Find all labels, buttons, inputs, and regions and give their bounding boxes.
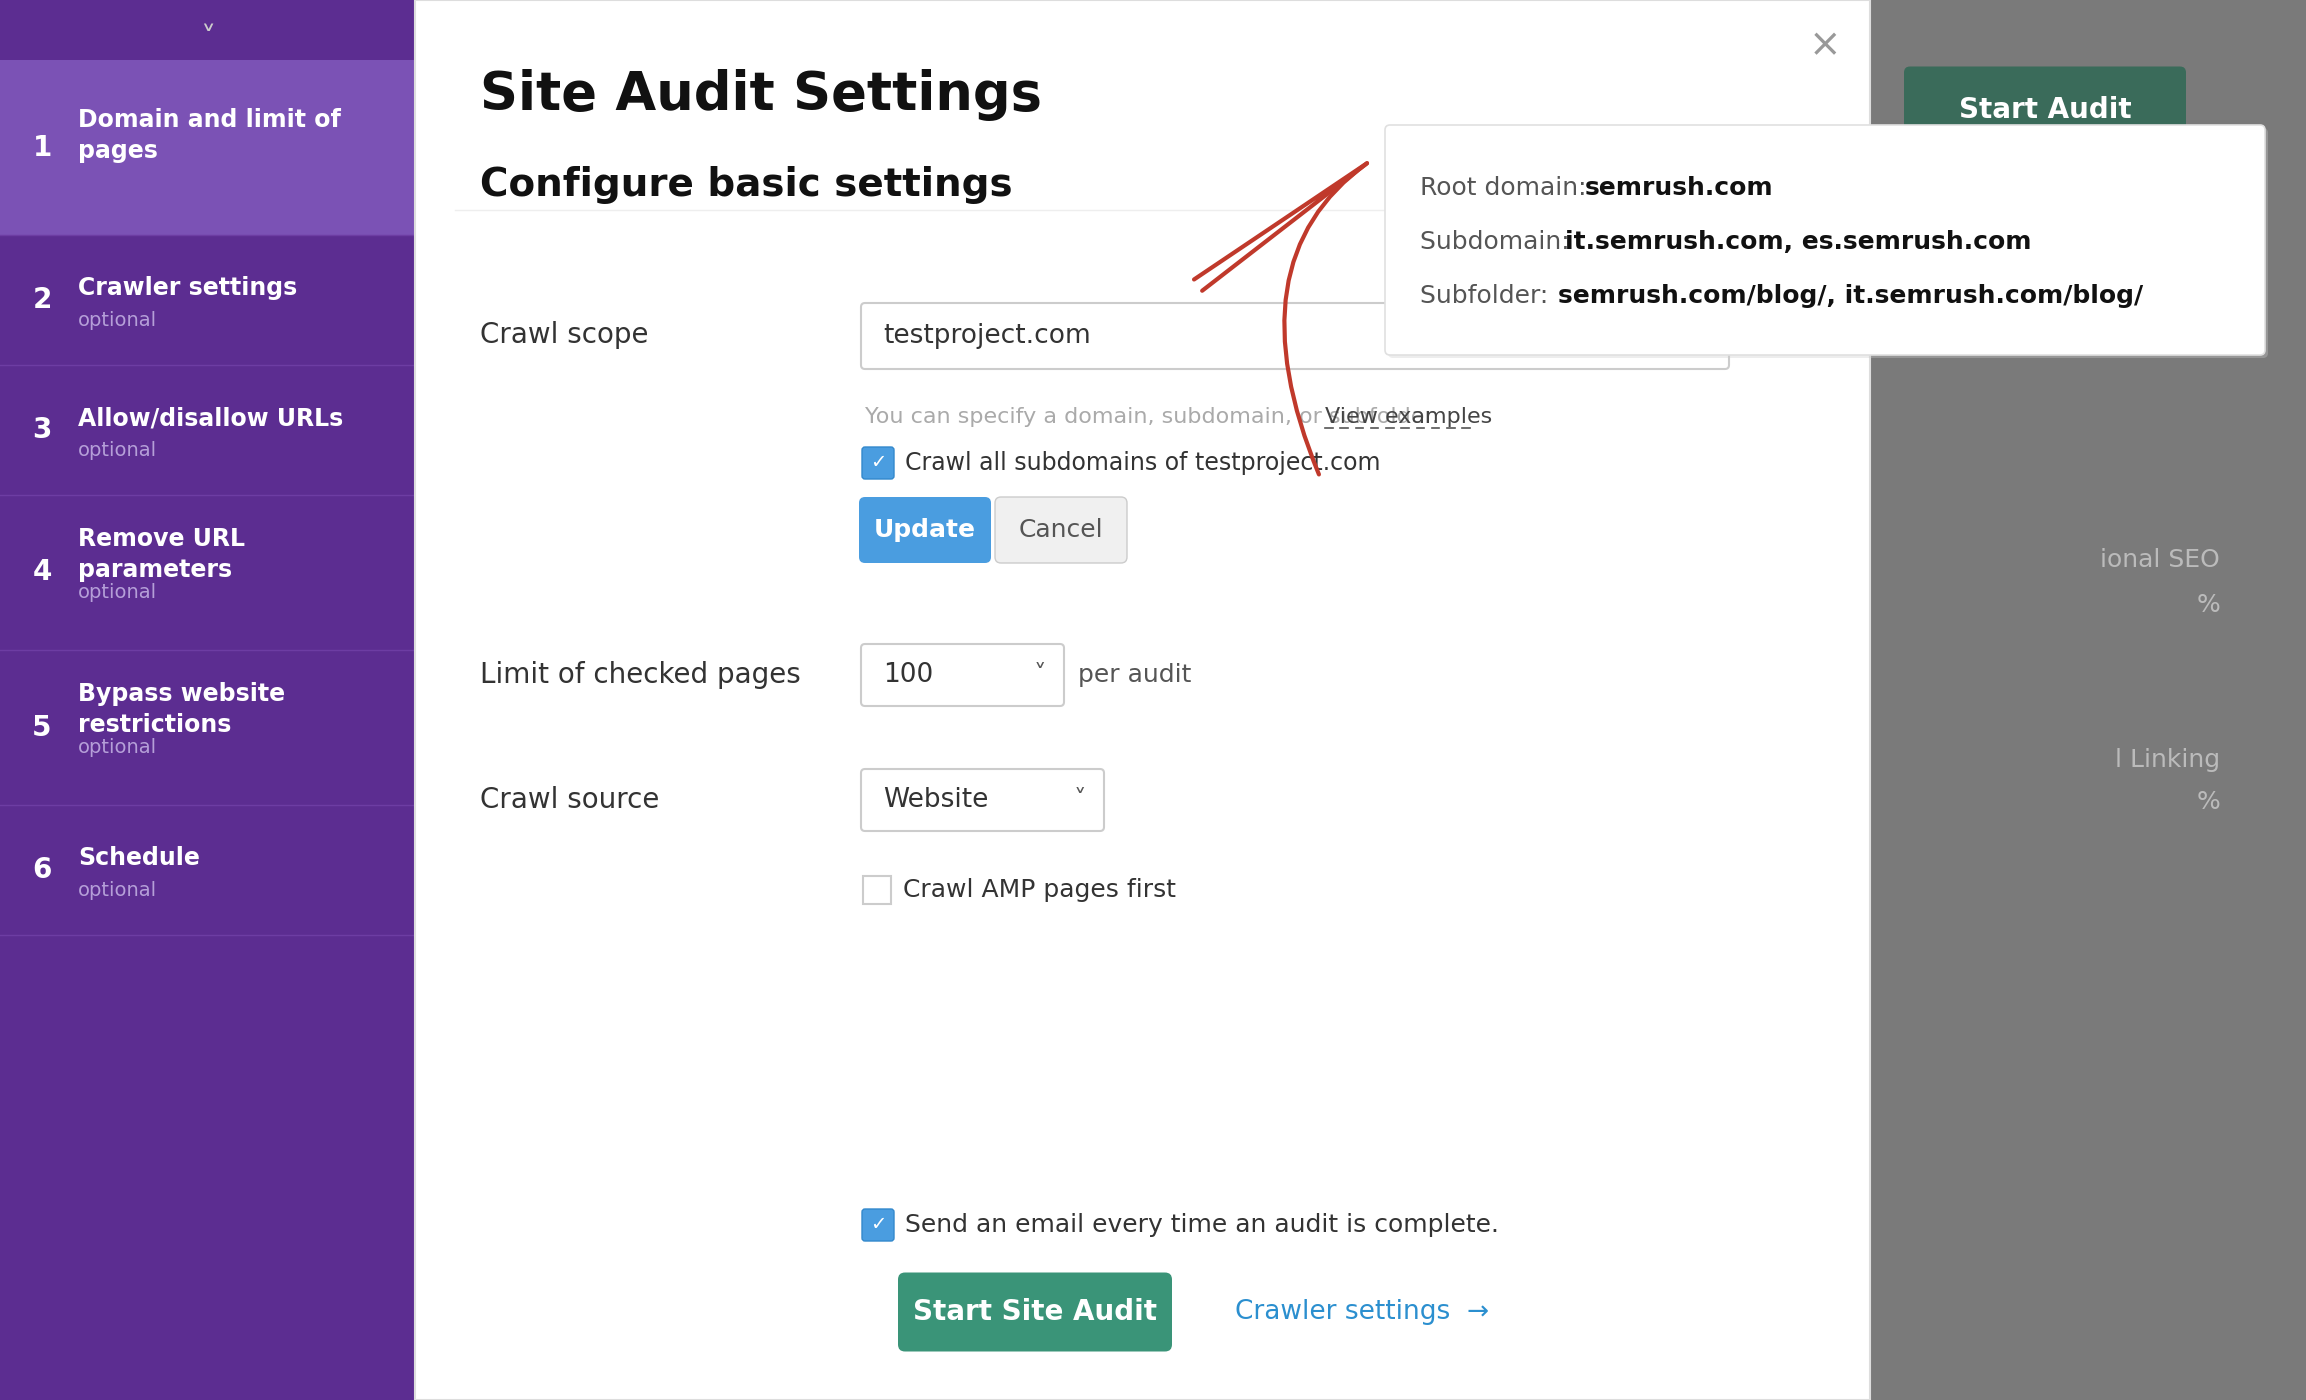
Text: 6: 6 bbox=[32, 855, 51, 883]
Text: 4: 4 bbox=[32, 559, 51, 587]
Text: Remove URL
parameters: Remove URL parameters bbox=[78, 528, 244, 582]
FancyBboxPatch shape bbox=[0, 60, 415, 235]
Text: Site Audit Settings: Site Audit Settings bbox=[480, 69, 1042, 120]
Text: View examples: View examples bbox=[1326, 407, 1492, 427]
Text: %: % bbox=[2195, 594, 2221, 617]
Text: SEO: SEO bbox=[429, 1023, 480, 1049]
Text: Configure basic settings: Configure basic settings bbox=[480, 167, 1012, 204]
FancyBboxPatch shape bbox=[1386, 125, 2264, 356]
Text: Domain and limit of
pages: Domain and limit of pages bbox=[78, 108, 341, 162]
Text: semrush.com/blog/, it.semrush.com/blog/: semrush.com/blog/, it.semrush.com/blog/ bbox=[1559, 284, 2142, 308]
Text: Schedule: Schedule bbox=[78, 846, 201, 869]
Text: optional: optional bbox=[78, 582, 157, 602]
Text: ol: ol bbox=[429, 896, 452, 920]
FancyBboxPatch shape bbox=[860, 302, 1730, 370]
Text: Root domain:: Root domain: bbox=[1420, 176, 1593, 200]
Text: Subfolder:: Subfolder: bbox=[1420, 284, 1557, 308]
FancyBboxPatch shape bbox=[1388, 127, 2269, 358]
Text: optional: optional bbox=[78, 311, 157, 329]
Text: Crawl source: Crawl source bbox=[480, 785, 660, 813]
Text: it.semrush.com, es.semrush.com: it.semrush.com, es.semrush.com bbox=[1566, 230, 2032, 253]
FancyBboxPatch shape bbox=[0, 805, 415, 935]
Text: Crawler settings  →: Crawler settings → bbox=[1236, 1299, 1490, 1324]
Text: Update: Update bbox=[874, 518, 975, 542]
FancyBboxPatch shape bbox=[994, 497, 1128, 563]
Text: %: % bbox=[2195, 790, 2221, 813]
FancyBboxPatch shape bbox=[1905, 66, 2186, 154]
FancyBboxPatch shape bbox=[0, 0, 415, 1400]
Text: Limit of checked pages: Limit of checked pages bbox=[480, 661, 800, 689]
Text: Crawler settings: Crawler settings bbox=[78, 276, 297, 300]
Text: 2: 2 bbox=[32, 286, 51, 314]
Text: l Linking: l Linking bbox=[2115, 748, 2221, 771]
Text: ✓: ✓ bbox=[869, 1214, 886, 1233]
FancyBboxPatch shape bbox=[0, 365, 415, 496]
Text: 3: 3 bbox=[32, 416, 51, 444]
Text: ics: ics bbox=[429, 783, 461, 806]
Text: Allow/disallow URLs: Allow/disallow URLs bbox=[78, 406, 344, 430]
Text: 5: 5 bbox=[32, 714, 51, 742]
FancyBboxPatch shape bbox=[860, 497, 992, 563]
Text: per audit: per audit bbox=[1077, 664, 1192, 687]
Text: optional: optional bbox=[78, 441, 157, 459]
Text: 100: 100 bbox=[883, 662, 934, 687]
Text: optional: optional bbox=[78, 881, 157, 900]
Text: Subdomain:: Subdomain: bbox=[1420, 230, 1577, 253]
Text: You can specify a domain, subdomain, or subfolder.: You can specify a domain, subdomain, or … bbox=[865, 407, 1439, 427]
FancyBboxPatch shape bbox=[862, 1210, 895, 1240]
FancyBboxPatch shape bbox=[415, 0, 1870, 1400]
FancyBboxPatch shape bbox=[860, 769, 1105, 832]
FancyBboxPatch shape bbox=[862, 876, 890, 904]
Text: Start Site Audit: Start Site Audit bbox=[913, 1298, 1158, 1326]
FancyBboxPatch shape bbox=[897, 1273, 1171, 1351]
Text: testproject.com: testproject.com bbox=[883, 323, 1091, 349]
Text: ional SEO: ional SEO bbox=[2101, 547, 2221, 573]
FancyBboxPatch shape bbox=[0, 235, 415, 365]
Text: Start Audit: Start Audit bbox=[1958, 97, 2131, 125]
Text: 1: 1 bbox=[32, 133, 51, 161]
Text: ˅: ˅ bbox=[201, 25, 214, 55]
Text: emplate: emplate bbox=[429, 1238, 528, 1261]
Text: Crawl all subdomains of testproject.com: Crawl all subdomains of testproject.com bbox=[904, 451, 1381, 475]
FancyBboxPatch shape bbox=[860, 644, 1063, 706]
Text: Crawl AMP pages first: Crawl AMP pages first bbox=[904, 878, 1176, 902]
Text: ˅: ˅ bbox=[1075, 788, 1086, 812]
Text: Send an email every time an audit is complete.: Send an email every time an audit is com… bbox=[904, 1212, 1499, 1238]
Text: Bypass website
restrictions: Bypass website restrictions bbox=[78, 682, 286, 736]
Text: Website: Website bbox=[883, 787, 989, 813]
Text: Cancel: Cancel bbox=[1019, 518, 1102, 542]
Text: ✓: ✓ bbox=[869, 452, 886, 472]
Text: Crawl scope: Crawl scope bbox=[480, 321, 648, 349]
FancyBboxPatch shape bbox=[0, 496, 415, 650]
FancyBboxPatch shape bbox=[862, 447, 895, 479]
Text: optional: optional bbox=[78, 738, 157, 757]
Text: ×: × bbox=[1808, 27, 1840, 64]
Text: ˅: ˅ bbox=[1033, 664, 1047, 687]
Text: semrush.com: semrush.com bbox=[1584, 176, 1773, 200]
Text: ment: ment bbox=[429, 1158, 491, 1182]
FancyBboxPatch shape bbox=[0, 650, 415, 805]
